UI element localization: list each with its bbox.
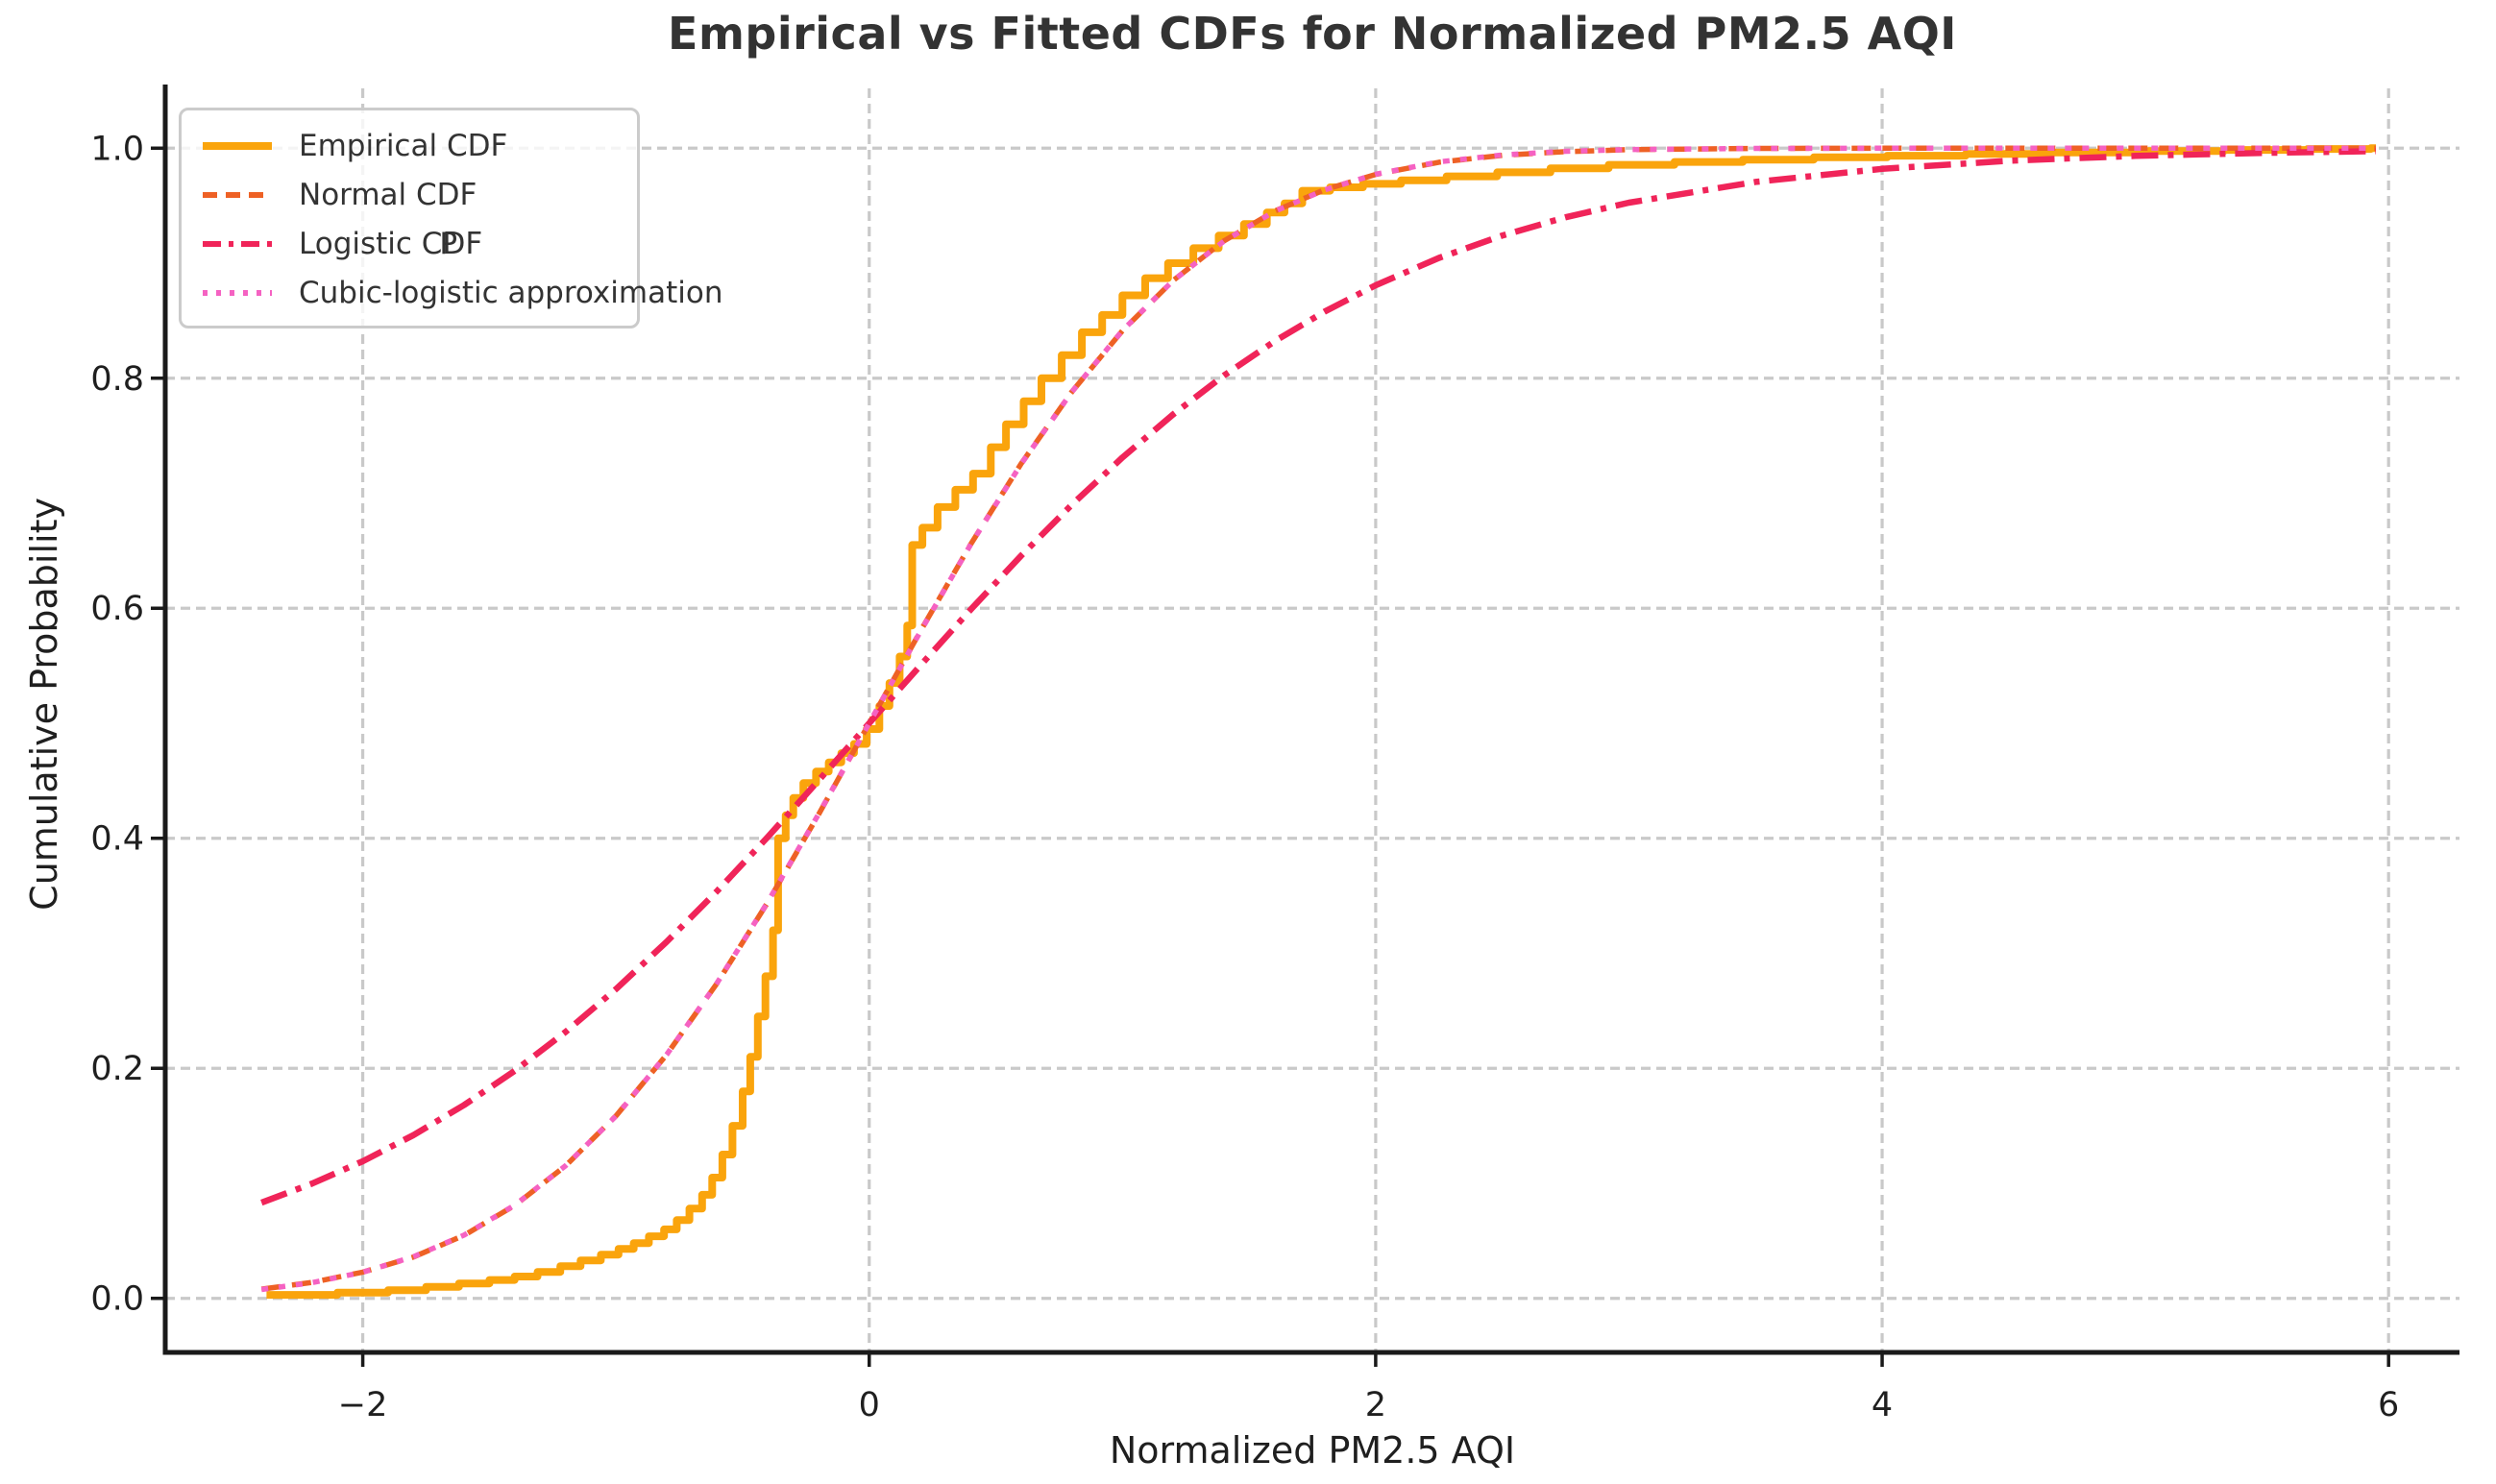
legend-label: Empirical CDF xyxy=(299,128,508,163)
legend-item-logistic-cdf: Logistic CD P F xyxy=(201,219,637,268)
x-tick-label: −2 xyxy=(338,1386,388,1424)
legend-item-empirical-cdf: Empirical CDF xyxy=(201,121,637,170)
x-tick-label: 4 xyxy=(1872,1386,1893,1424)
x-tick-label: 6 xyxy=(2378,1386,2399,1424)
legend-label: Logistic CD P F xyxy=(299,226,483,261)
legend-label: Normal CDF xyxy=(299,177,477,212)
legend-swatch-dashdot-line xyxy=(203,240,272,247)
y-tick-label: 1.0 xyxy=(90,130,144,168)
y-tick-label: 0.4 xyxy=(90,820,144,859)
legend-item-normal-cdf: Normal CDF xyxy=(201,170,637,219)
y-tick-label: 0.0 xyxy=(90,1280,144,1319)
legend-items: Empirical CDF Normal CDF Logistic CD P F Cubi… xyxy=(201,121,722,317)
y-tick-label: 0.6 xyxy=(90,590,144,628)
legend-swatch-solid-line xyxy=(203,141,272,150)
series-path-normal-cdf xyxy=(260,145,2376,1292)
x-tick-label: 0 xyxy=(859,1386,880,1424)
legend-swatch-dotted-line xyxy=(203,289,272,296)
legend-item-cubic-logistic-approximation: Cubic-logistic approximation xyxy=(201,268,722,317)
chart-title: Empirical vs Fitted CDFs for Normalized … xyxy=(668,8,1957,60)
x-tick-label: 2 xyxy=(1365,1386,1386,1424)
y-axis-label: Cumulative Probability xyxy=(23,498,65,911)
y-tick-label: 0.2 xyxy=(90,1050,144,1088)
x-axis-label: Normalized PM2.5 AQI xyxy=(1109,1429,1516,1472)
legend: Empirical CDF Normal CDF Logistic CD P F Cubi… xyxy=(179,108,722,328)
legend-label: Cubic-logistic approximation xyxy=(299,275,723,310)
y-tick-label: 0.8 xyxy=(90,360,144,399)
legend-swatch-dashed-line xyxy=(203,191,272,198)
series-path-empirical-cdf xyxy=(266,144,2376,1300)
